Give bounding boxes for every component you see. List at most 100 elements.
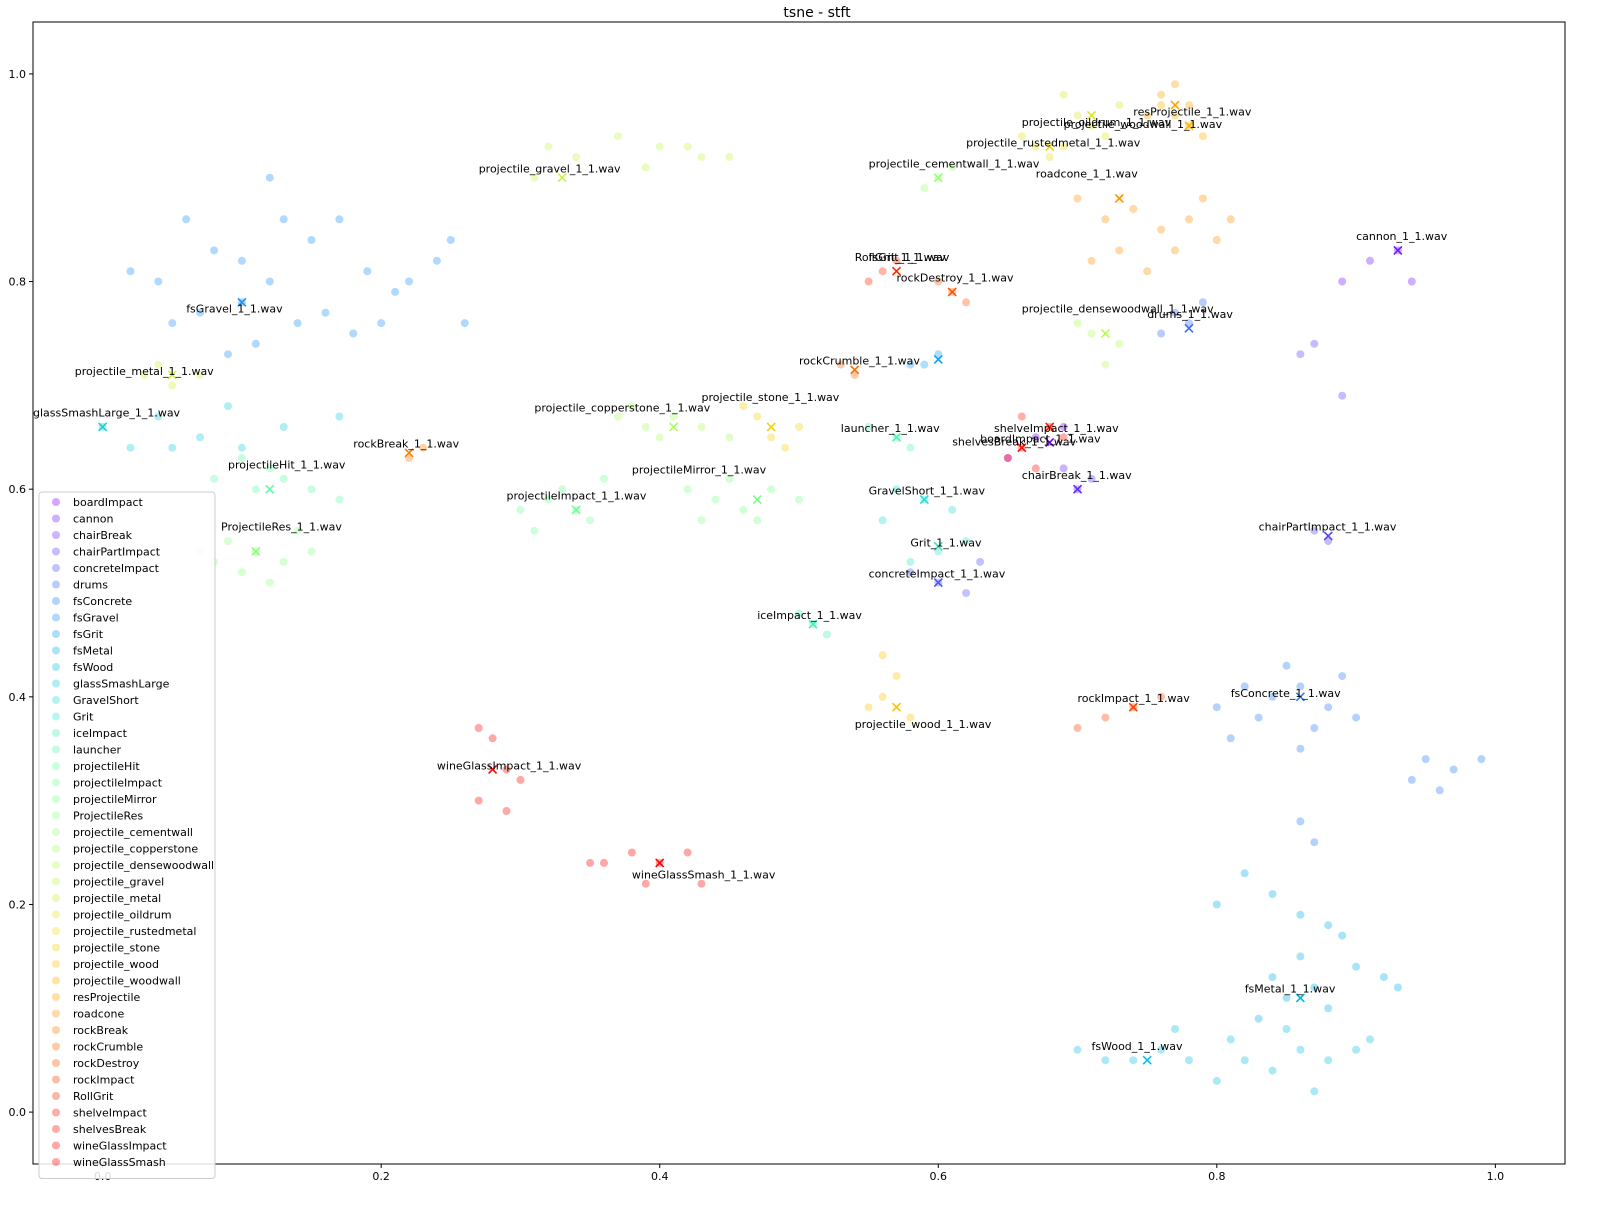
- centroid-marker: [98, 422, 108, 432]
- point: [1157, 101, 1166, 110]
- legend-marker: [52, 1108, 60, 1117]
- y-tick-label: 0.4: [9, 691, 27, 704]
- point: [1296, 952, 1305, 961]
- point-annotation: roadcone_1_1.wav: [1036, 168, 1138, 181]
- point: [655, 433, 664, 442]
- legend-label: projectileImpact: [73, 777, 163, 790]
- point: [154, 277, 163, 286]
- legend-label: projectile_stone: [73, 942, 160, 955]
- point: [1059, 90, 1068, 99]
- series-chairBreak: [1059, 464, 1096, 494]
- legend-marker: [52, 795, 60, 803]
- series-RollGrit: [864, 256, 902, 286]
- legend-label: fsGrit: [73, 628, 104, 641]
- legend-label: projectile_rustedmetal: [73, 925, 196, 938]
- point: [976, 557, 985, 566]
- point: [530, 526, 539, 535]
- point-annotation: projectile_oildrum_1_1.wav: [1022, 116, 1172, 129]
- point: [237, 256, 246, 265]
- point: [613, 412, 622, 421]
- point: [196, 433, 205, 442]
- point: [1059, 433, 1068, 442]
- point: [1087, 474, 1096, 483]
- legend-label: wineGlassSmash: [73, 1156, 166, 1169]
- series-cannon: [1338, 245, 1416, 286]
- point: [502, 807, 511, 815]
- point: [1379, 973, 1388, 982]
- point: [1282, 993, 1291, 1002]
- centroid-marker: [1086, 110, 1097, 121]
- centroid-marker: [251, 546, 261, 557]
- point: [1198, 298, 1207, 307]
- point: [1352, 713, 1361, 722]
- point: [1185, 215, 1193, 224]
- y-tick-label: 0.6: [9, 483, 27, 496]
- point: [293, 526, 302, 535]
- point: [168, 443, 177, 452]
- point: [1366, 256, 1374, 265]
- point: [1407, 277, 1416, 286]
- point: [878, 651, 887, 660]
- legend-label: launcher: [73, 744, 122, 757]
- point: [196, 308, 205, 317]
- point: [906, 713, 915, 722]
- point: [1282, 1025, 1291, 1033]
- point: [1185, 1056, 1193, 1065]
- legend-marker: [52, 1158, 60, 1166]
- point: [795, 422, 803, 431]
- point: [1268, 1066, 1277, 1075]
- point: [335, 412, 344, 421]
- series-projectileHit: [210, 454, 344, 504]
- point-annotation: projectile_cementwall_1_1.wav: [869, 157, 1040, 170]
- point: [1198, 194, 1207, 203]
- point: [906, 443, 915, 452]
- point-annotation: fsGrit_1_1.wav: [869, 251, 950, 264]
- point: [377, 319, 386, 328]
- point: [878, 692, 887, 701]
- series-rockBreak: [404, 443, 427, 462]
- point: [210, 246, 219, 255]
- centroid-marker: [1184, 323, 1194, 333]
- centroid-marker: [655, 858, 665, 868]
- point: [516, 775, 525, 784]
- point: [934, 547, 943, 556]
- point: [1171, 80, 1179, 89]
- legend-marker: [52, 877, 60, 886]
- point: [725, 474, 734, 483]
- point-annotation: projectile_wood_1_1.wav: [855, 718, 992, 731]
- point: [1157, 329, 1166, 338]
- legend-marker: [52, 630, 60, 638]
- point: [307, 236, 316, 244]
- point-annotation: chairPartImpact_1_1.wav: [1259, 521, 1397, 534]
- point: [920, 184, 929, 193]
- centroid-marker: [933, 541, 943, 551]
- point-annotation: projectile_gravel_1_1.wav: [479, 163, 621, 176]
- series-wineGlassSmash: [586, 848, 706, 888]
- legend-label: rockBreak: [73, 1024, 129, 1037]
- centroid-marker: [947, 287, 957, 297]
- point: [265, 277, 274, 286]
- legend-label: concreteImpact: [73, 562, 160, 575]
- point: [224, 402, 232, 411]
- point-annotation: glassSmashLarge_1_1.wav: [33, 407, 181, 420]
- point-annotation: projectile_stone_1_1.wav: [702, 391, 840, 404]
- point: [683, 848, 692, 857]
- point: [1157, 692, 1166, 701]
- legend-marker: [52, 646, 60, 655]
- legend-label: projectile_woodwall: [73, 975, 181, 988]
- series-projectileMirror: [683, 474, 803, 525]
- centroid-marker: [488, 764, 498, 775]
- point: [822, 630, 831, 639]
- point-annotation: projectileHit_1_1.wav: [228, 458, 346, 471]
- point: [906, 568, 915, 577]
- point: [1338, 672, 1347, 681]
- point: [1101, 713, 1110, 722]
- legend-marker: [52, 778, 60, 787]
- point: [1435, 786, 1444, 795]
- point: [892, 256, 901, 265]
- chart-title: tsne - stft: [783, 5, 851, 21]
- point: [349, 329, 358, 338]
- point: [1059, 142, 1068, 151]
- point: [641, 163, 650, 172]
- legend-label: rockCrumble: [73, 1041, 143, 1054]
